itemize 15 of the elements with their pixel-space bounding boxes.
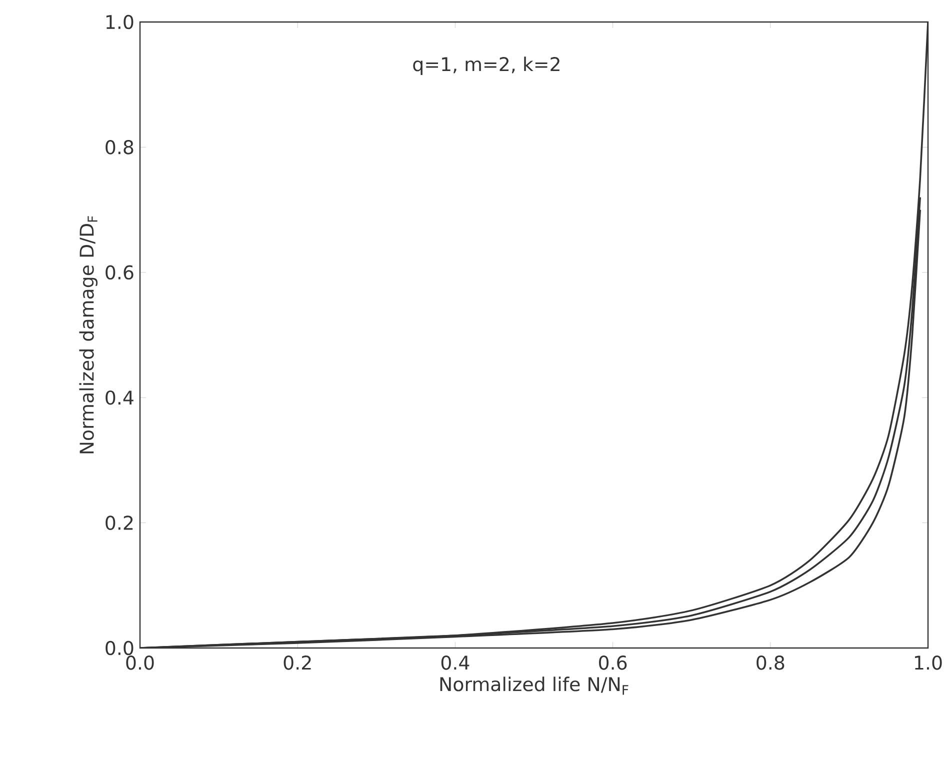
y-tick-label: 0.4 xyxy=(106,390,134,405)
x-tick-label: 0.4 xyxy=(441,656,470,670)
y-tick-label: 0.0 xyxy=(106,640,134,656)
y-tick-label: 1.0 xyxy=(106,14,134,30)
x-tick-label: 0.2 xyxy=(284,656,311,670)
x-tick-label: 1.0 xyxy=(915,656,942,670)
x-tick-label: 0.0 xyxy=(126,656,154,670)
x-tick-label: 0.6 xyxy=(599,656,627,670)
y-tick-label: 0.6 xyxy=(106,265,134,280)
annotation: q=1, m=2, k=2 xyxy=(413,56,560,75)
y-tick-label: 0.8 xyxy=(106,140,134,154)
y-axis-title: Normalized damage D/D$_{F}$ xyxy=(79,216,98,454)
x-axis-title: Normalized life N/N$_{F}$ xyxy=(440,676,628,695)
y-tick-label: 0.2 xyxy=(106,516,133,530)
x-tick-label: 0.8 xyxy=(756,656,784,670)
